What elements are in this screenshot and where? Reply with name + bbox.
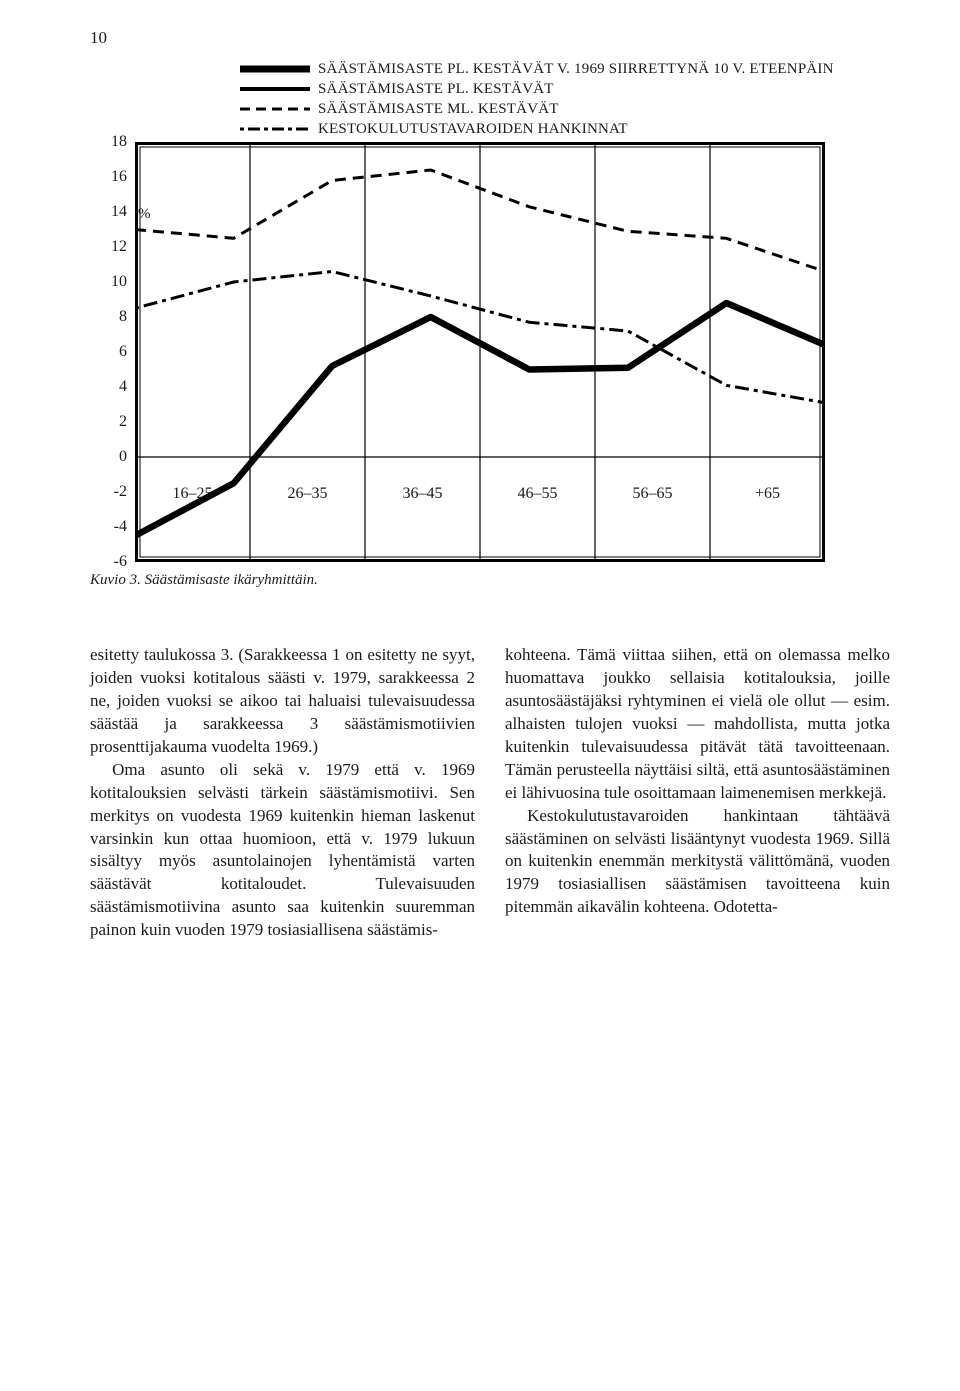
y-tick-label: 6 <box>119 343 127 361</box>
legend-label: SÄÄSTÄMISASTE ML. KESTÄVÄT <box>318 101 559 118</box>
x-tick-label: +65 <box>755 485 780 503</box>
legend-swatch <box>240 100 310 118</box>
caption-prefix: Kuvio 3. <box>90 572 141 588</box>
caption-text: Säästämisaste ikäryhmittäin. <box>145 572 318 588</box>
legend-label: KESTOKULUTUSTAVAROIDEN HANKINNAT <box>318 121 628 138</box>
y-tick-label: 2 <box>119 413 127 431</box>
x-tick-label: 46–55 <box>518 485 558 503</box>
legend-row: SÄÄSTÄMISASTE PL. KESTÄVÄT <box>240 80 890 98</box>
line-chart: 16–2526–3536–4546–5556–65+65 18161412108… <box>135 142 825 562</box>
y-tick-label: 10 <box>111 273 127 291</box>
text-column-left: esitetty taulukossa 3. (Sarakkeessa 1 on… <box>90 644 475 942</box>
y-tick-label: 12 <box>111 238 127 256</box>
x-tick-label: 56–65 <box>633 485 673 503</box>
y-tick-label: 8 <box>119 308 127 326</box>
x-tick-label: 16–25 <box>173 485 213 503</box>
body-text: esitetty taulukossa 3. (Sarakkeessa 1 on… <box>90 644 890 942</box>
y-tick-label: -2 <box>114 483 127 501</box>
y-tick-label: 4 <box>119 378 127 396</box>
y-tick-label: -6 <box>114 553 127 571</box>
figure-caption: Kuvio 3. Säästämisaste ikäryhmittäin. <box>90 572 890 589</box>
figure: SÄÄSTÄMISASTE PL. KESTÄVÄT V. 1969 SIIRR… <box>90 60 890 589</box>
y-tick-label: 14 <box>111 203 127 221</box>
paragraph: kohteena. Tämä viittaa siihen, että on o… <box>505 644 890 805</box>
legend-swatch <box>240 80 310 98</box>
x-tick-label: 26–35 <box>288 485 328 503</box>
x-tick-label: 36–45 <box>403 485 443 503</box>
y-tick-label: 18 <box>111 133 127 151</box>
y-tick-label: -4 <box>114 518 127 536</box>
legend-row: SÄÄSTÄMISASTE PL. KESTÄVÄT V. 1969 SIIRR… <box>240 60 890 78</box>
legend-swatch <box>240 60 310 78</box>
legend-label: SÄÄSTÄMISASTE PL. KESTÄVÄT V. 1969 SIIRR… <box>318 61 834 78</box>
text-column-right: kohteena. Tämä viittaa siihen, että on o… <box>505 644 890 942</box>
paragraph: Kestokulutustavaroiden hankintaan tähtää… <box>505 805 890 920</box>
paragraph: esitetty taulukossa 3. (Sarakkeessa 1 on… <box>90 644 475 759</box>
legend-row: KESTOKULUTUSTAVAROIDEN HANKINNAT <box>240 120 890 138</box>
chart-legend: SÄÄSTÄMISASTE PL. KESTÄVÄT V. 1969 SIIRR… <box>240 60 890 138</box>
y-tick-label: 0 <box>119 448 127 466</box>
legend-row: SÄÄSTÄMISASTE ML. KESTÄVÄT <box>240 100 890 118</box>
paragraph: Oma asunto oli sekä v. 1979 että v. 1969… <box>90 759 475 943</box>
page-number: 10 <box>90 28 107 48</box>
legend-swatch <box>240 120 310 138</box>
y-tick-label: 16 <box>111 168 127 186</box>
legend-label: SÄÄSTÄMISASTE PL. KESTÄVÄT <box>318 81 554 98</box>
